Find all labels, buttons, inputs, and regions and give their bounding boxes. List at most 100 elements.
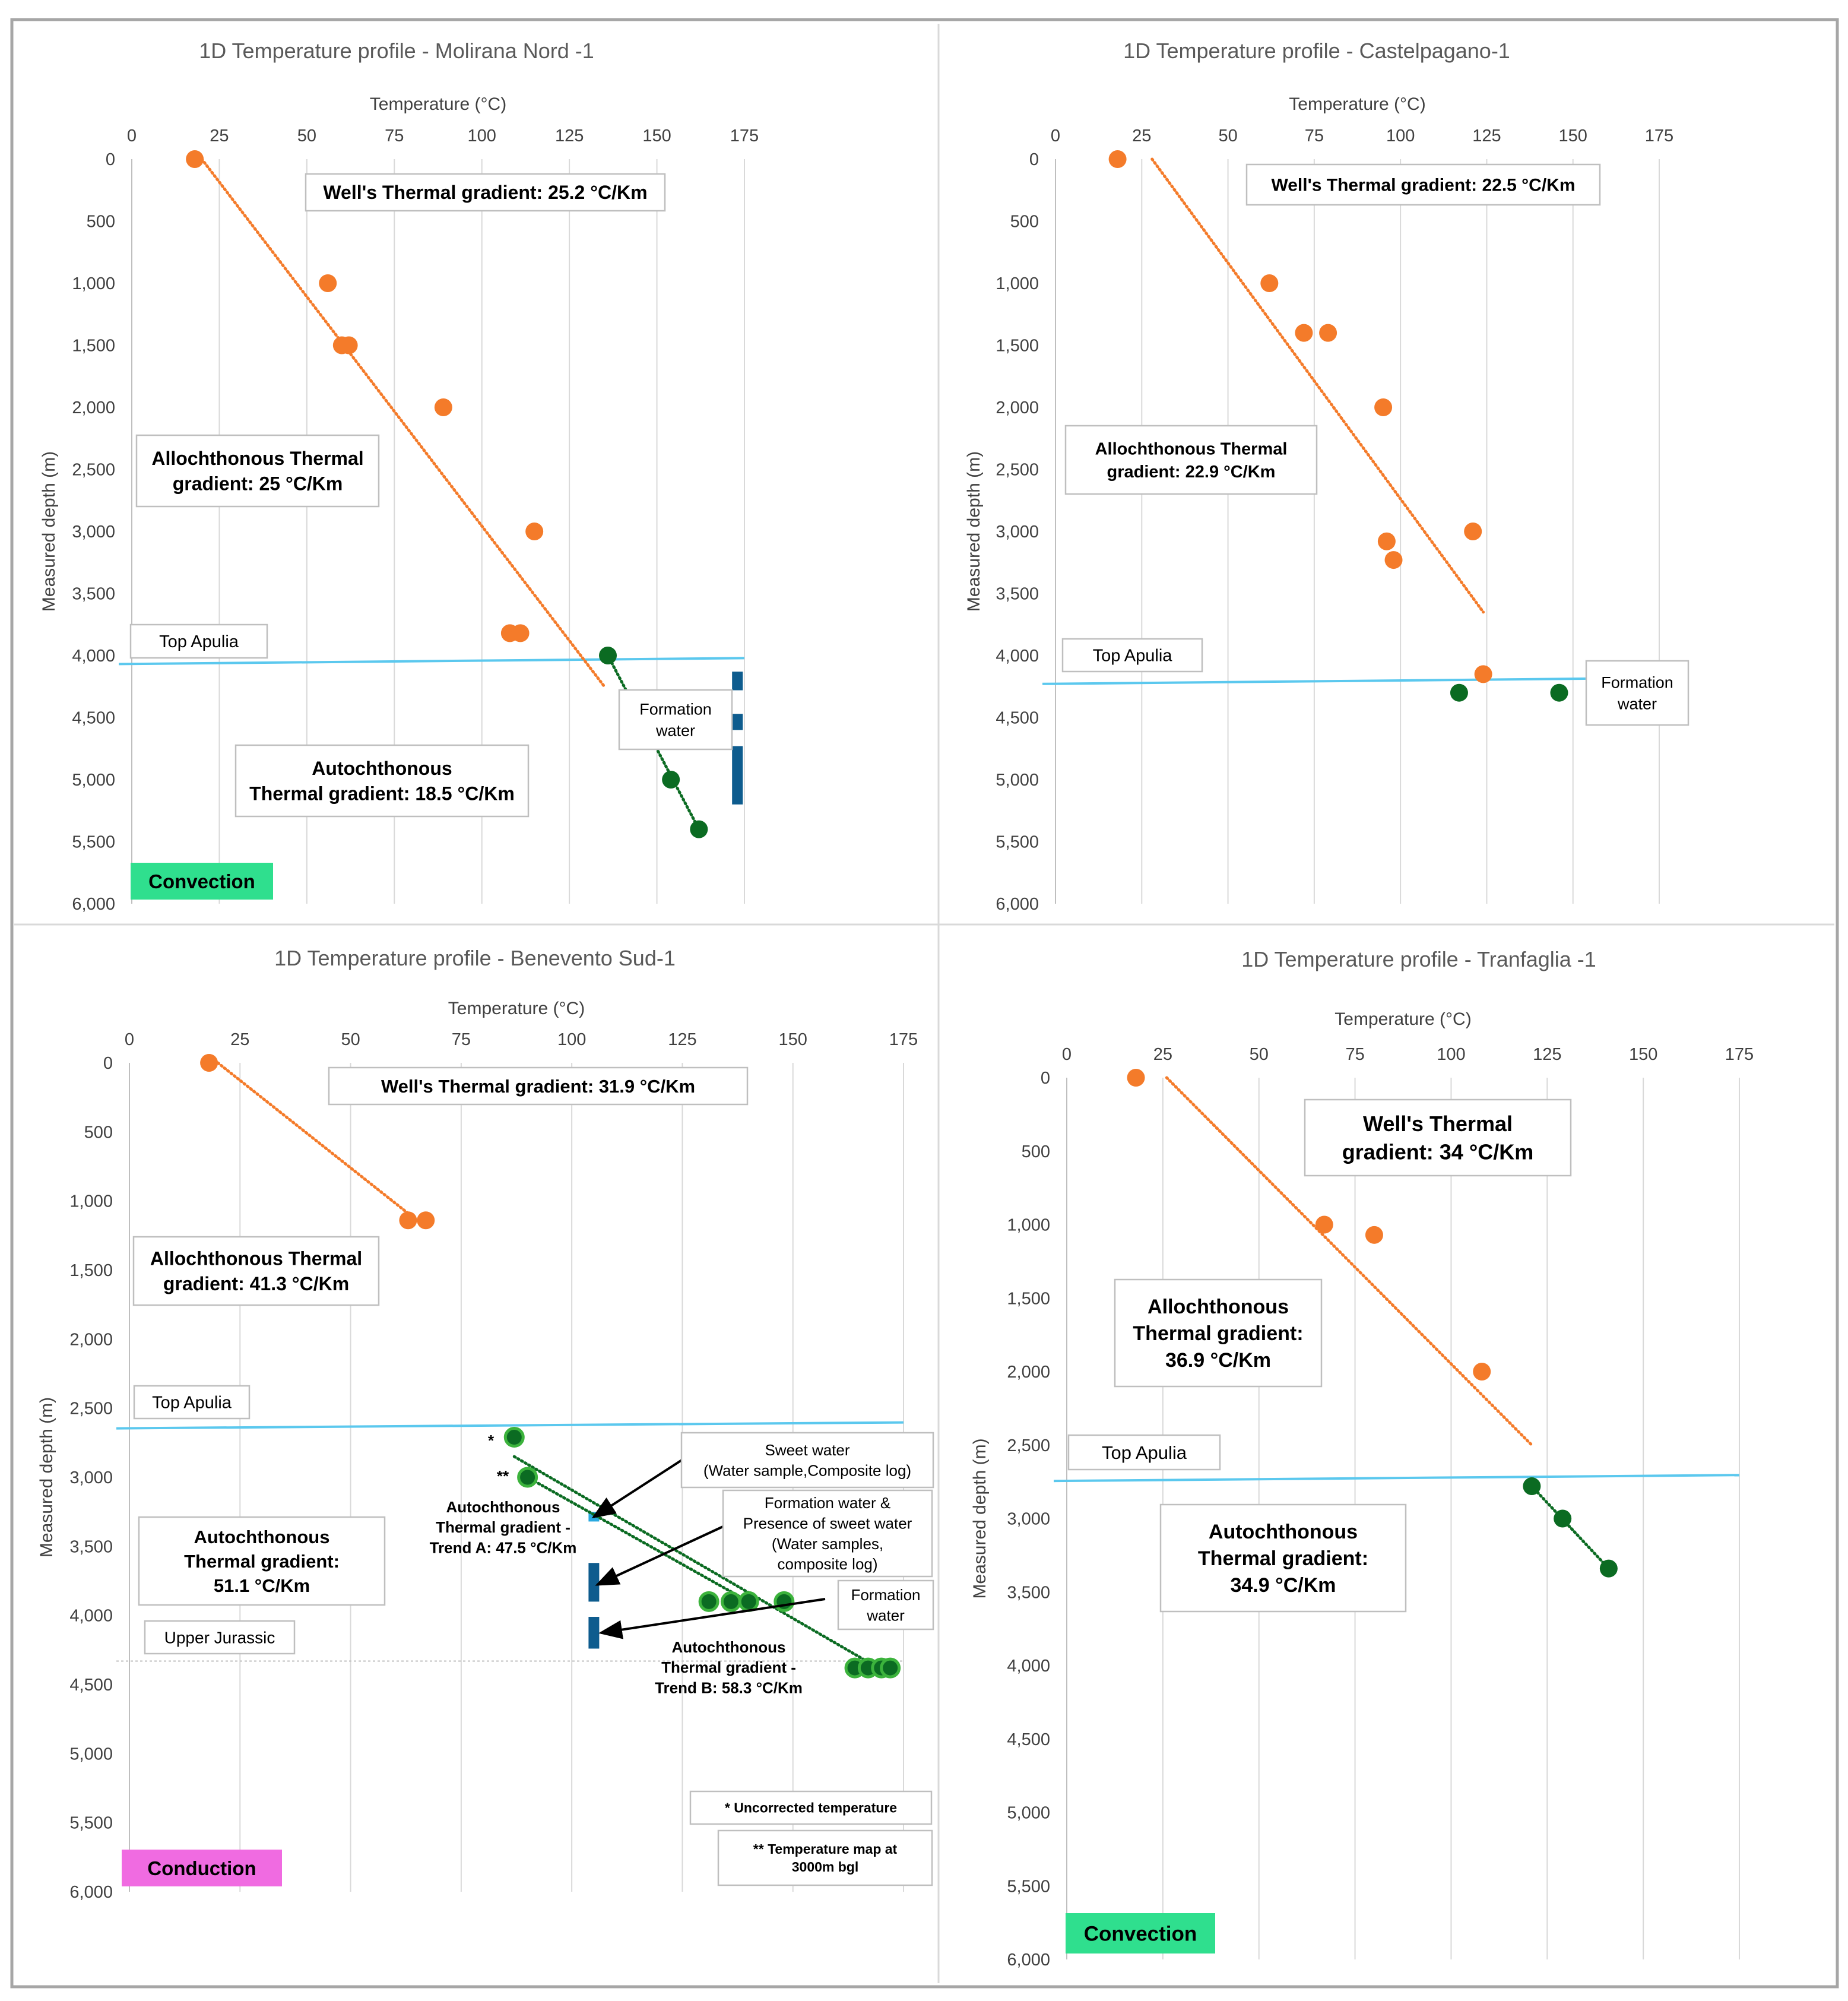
annotation-text: Autochthonous — [671, 1638, 785, 1656]
x-tick-label: 150 — [779, 1030, 807, 1049]
x-tick-label: 150 — [642, 126, 671, 145]
y-tick-label: 0 — [1029, 150, 1039, 169]
annotation-text: Thermal gradient - — [436, 1518, 570, 1536]
annotation-text: Well's Thermal — [1363, 1112, 1513, 1136]
annotation-apulia: Top Apulia — [1067, 1434, 1221, 1471]
annotation-text: Trend A: 47.5 °C/Km — [430, 1538, 577, 1556]
x-axis-title: Temperature (°C) — [448, 999, 585, 1018]
annotation-apulia: Top Apulia — [129, 623, 268, 659]
allochthonous-point — [1365, 1226, 1383, 1244]
annotation-auto: Autochthonous Thermal gradient: 34.9 °C/Km — [1159, 1503, 1407, 1613]
autochthonous-point — [1599, 1559, 1618, 1578]
x-tick-label: 25 — [230, 1030, 249, 1049]
annotation-text: Sweet water — [765, 1441, 849, 1459]
chart-panel-2: 1D Temperature profile - Castelpagano-1 T… — [964, 39, 1689, 914]
x-tick-label: 125 — [668, 1030, 696, 1049]
annotation-formation: Formation water — [1585, 660, 1689, 726]
y-tick-label: 1,000 — [72, 274, 115, 293]
x-axis-title: Temperature (°C) — [370, 94, 506, 114]
allochthonous-point — [399, 1211, 417, 1230]
annotation-text: Top Apulia — [152, 1394, 232, 1413]
annotation-text: Thermal gradient - — [661, 1658, 796, 1676]
mode-badge: Conduction — [122, 1850, 282, 1886]
annotation-box — [618, 689, 733, 751]
y-tick-label: 4,500 — [72, 709, 115, 728]
annotation-box — [717, 1829, 933, 1886]
x-tick-label: 175 — [889, 1030, 918, 1049]
sample-bar — [732, 672, 743, 691]
y-tick-label: 1,000 — [69, 1192, 113, 1211]
mode-badge: Convection — [131, 863, 273, 900]
allochthonous-point — [340, 336, 358, 354]
y-tick-label: 2,000 — [72, 398, 115, 417]
annotation-box — [144, 1620, 296, 1655]
y-tick-label: 1,500 — [69, 1261, 113, 1280]
y-tick-label: 3,000 — [996, 523, 1039, 542]
annotation-box — [722, 1489, 933, 1578]
annotation-uncorr: * Uncorrected temperature — [689, 1790, 933, 1825]
allochthonous-point — [186, 150, 204, 168]
autochthonous-point — [690, 820, 708, 838]
annotation-text: Upper Jurassic — [164, 1628, 275, 1647]
annotation-wells: Well's Thermal gradient: 31.9 °C/Km — [328, 1066, 749, 1106]
sample-bar — [732, 746, 743, 805]
allochthonous-point — [1474, 665, 1492, 683]
annotation-text: Thermal gradient: 18.5 °C/Km — [249, 783, 515, 804]
y-tick-label: 4,000 — [996, 647, 1039, 666]
sample-bar — [588, 1616, 600, 1649]
x-tick-label: 50 — [1218, 126, 1237, 145]
annotation-text: gradient: 41.3 °C/Km — [163, 1273, 349, 1294]
autochthonous-point — [880, 1657, 901, 1679]
annotation-box — [689, 1790, 933, 1825]
annotation-text: gradient: 34 °C/Km — [1342, 1139, 1533, 1164]
sample-bar — [588, 1563, 600, 1602]
annotation-wells: Well's Thermal gradient: 22.5 °C/Km — [1245, 163, 1601, 206]
x-tick-label: 100 — [557, 1030, 586, 1049]
y-tick-label: 5,500 — [1007, 1877, 1050, 1896]
chart-title: 1D Temperature profile - Molirana Nord -… — [199, 39, 594, 63]
annotation-formsweet: Formation water & Presence of sweet water… — [722, 1489, 933, 1578]
annotation-text: Formation water & — [765, 1494, 890, 1512]
mode-badge-fill — [1066, 1913, 1215, 1953]
y-tick-label: 1,000 — [1007, 1216, 1050, 1235]
annotation-text: Thermal gradient: — [184, 1551, 340, 1572]
y-tick-label: 3,500 — [1007, 1583, 1050, 1602]
y-axis-title: Measured depth (m) — [37, 1397, 56, 1557]
annotation-star2: ** — [497, 1467, 509, 1485]
autochthonous-point — [1550, 683, 1568, 702]
x-tick-label: 175 — [1725, 1045, 1754, 1064]
y-tick-label: 5,500 — [69, 1814, 113, 1833]
annotation-box — [129, 623, 268, 659]
x-tick-label: 75 — [452, 1030, 471, 1049]
y-tick-label: 5,000 — [1007, 1804, 1050, 1823]
trend-line — [1165, 1076, 1533, 1447]
callout-arrow — [598, 1598, 826, 1639]
annotation-box — [234, 744, 530, 818]
allochthonous-point — [1377, 532, 1396, 550]
annotation-text: Well's Thermal gradient: 25.2 °C/Km — [323, 182, 647, 203]
y-tick-label: 5,500 — [996, 833, 1039, 852]
horizon-line — [1042, 676, 1660, 685]
x-tick-label: 100 — [1437, 1045, 1465, 1064]
allochthonous-point — [1127, 1069, 1145, 1087]
y-tick-label: 2,000 — [69, 1330, 113, 1349]
chart-panel-4: 1D Temperature profile - Tranfaglia -1 Te… — [970, 947, 1754, 1970]
x-tick-label: 100 — [1386, 126, 1415, 145]
annotation-box — [1114, 1278, 1323, 1388]
allochthonous-point — [1108, 150, 1127, 168]
autochthonous-point — [662, 771, 680, 789]
annotation-box — [837, 1579, 934, 1630]
annotation-text: Top Apulia — [159, 632, 239, 651]
annotation-auto: Autochthonous Thermal gradient: 51.1 °C/Km — [138, 1516, 386, 1606]
annotation-wells: Well's Thermal gradient: 25.2 °C/Km — [305, 173, 666, 212]
y-tick-label: 3,500 — [69, 1537, 113, 1556]
y-tick-label: 2,500 — [996, 461, 1039, 480]
annotation-text: ** Temperature map at — [753, 1841, 898, 1857]
y-tick-label: 2,500 — [72, 461, 115, 480]
annotation-box — [135, 434, 380, 508]
allochthonous-point — [511, 624, 530, 642]
annotation-text: 51.1 °C/Km — [214, 1575, 310, 1596]
x-tick-label: 75 — [1345, 1045, 1364, 1064]
chart-title: 1D Temperature profile - Benevento Sud-1 — [274, 946, 676, 970]
